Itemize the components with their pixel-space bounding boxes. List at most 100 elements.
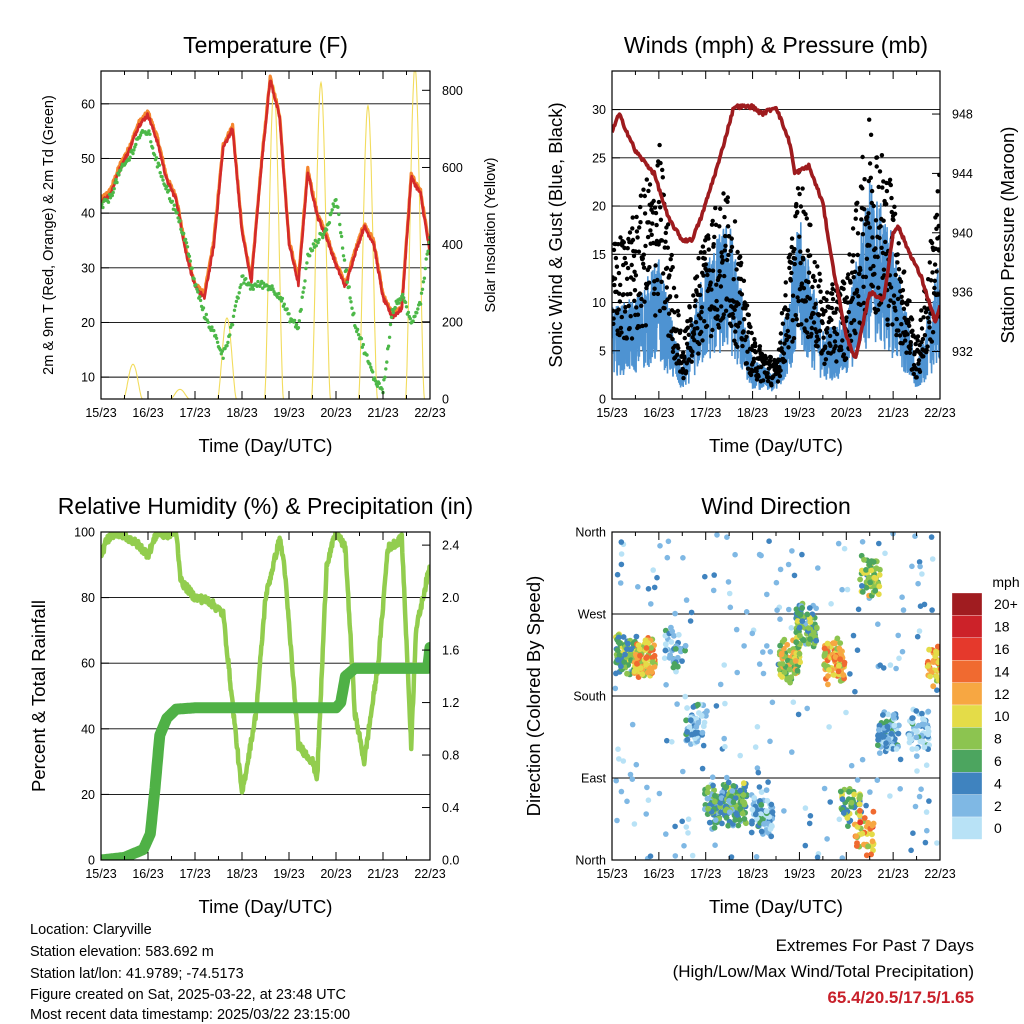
direction-point xyxy=(900,607,907,613)
gust-point xyxy=(692,338,697,343)
td2m-point xyxy=(154,156,159,160)
direction-point xyxy=(690,704,697,710)
legend-label: 18 xyxy=(994,619,1010,635)
direction-point xyxy=(712,798,718,805)
direction-point xyxy=(629,721,636,728)
gust-point xyxy=(871,263,876,269)
direction-point xyxy=(624,670,630,677)
gust-point xyxy=(631,253,637,259)
gust-point xyxy=(822,361,827,366)
direction-point xyxy=(786,606,792,613)
gust-point xyxy=(916,358,922,363)
chart-title: Relative Humidity (%) & Precipitation (i… xyxy=(58,493,473,519)
gust-point xyxy=(870,235,875,240)
gust-point xyxy=(712,234,717,240)
direction-point xyxy=(774,607,780,613)
td2m-point xyxy=(304,266,308,271)
gust-point xyxy=(613,255,619,261)
direction-point xyxy=(631,821,638,827)
direction-point xyxy=(687,618,694,624)
gust-point xyxy=(634,214,639,220)
legend-swatch xyxy=(951,637,983,661)
gust-point xyxy=(691,331,697,337)
gust-point xyxy=(847,252,852,257)
direction-point xyxy=(680,555,686,561)
td2m-point xyxy=(347,285,351,289)
gust-point xyxy=(892,211,898,216)
gust-point xyxy=(768,358,773,364)
direction-point xyxy=(805,625,812,631)
gust-point xyxy=(680,366,685,372)
direction-point xyxy=(835,668,842,675)
legend-label: 14 xyxy=(994,663,1010,679)
td2m-point xyxy=(256,279,260,284)
direction-point xyxy=(848,762,855,769)
chart-title: Temperature (F) xyxy=(183,32,348,58)
gust-point xyxy=(641,261,646,266)
gust-point xyxy=(888,182,893,188)
gust-point xyxy=(824,330,829,335)
gust-point xyxy=(653,263,658,268)
td2m-point xyxy=(239,283,243,287)
td2m-point xyxy=(228,333,232,337)
solar-day-curve xyxy=(217,317,237,399)
gust-point xyxy=(823,308,828,314)
direction-point xyxy=(802,805,809,811)
direction-point xyxy=(717,800,724,806)
direction-point xyxy=(799,551,805,558)
gust-point xyxy=(932,278,937,283)
direction-cluster xyxy=(748,787,776,840)
direction-point xyxy=(837,640,844,646)
gust-point xyxy=(778,340,783,345)
td2m-point xyxy=(411,319,415,323)
gust-point xyxy=(753,343,758,349)
gust-point xyxy=(655,277,660,283)
gust-point xyxy=(814,329,819,335)
direction-point xyxy=(656,790,663,797)
gust-point xyxy=(630,226,635,231)
x-tick-label: 16/23 xyxy=(132,867,163,881)
y-tick-label: 80 xyxy=(81,591,95,605)
direction-point xyxy=(737,752,743,759)
direction-point xyxy=(831,672,837,678)
direction-point xyxy=(821,645,828,652)
gust-point xyxy=(665,245,670,250)
direction-point xyxy=(748,829,755,836)
direction-point xyxy=(925,708,932,715)
gust-point xyxy=(858,267,863,273)
gust-point xyxy=(807,296,812,301)
gust-point xyxy=(840,338,845,343)
direction-point xyxy=(857,819,864,826)
direction-point xyxy=(925,728,932,735)
gust-point xyxy=(825,326,830,331)
gust-point xyxy=(682,355,687,361)
direction-point xyxy=(916,793,923,800)
gust-point xyxy=(681,375,686,381)
gust-point xyxy=(612,276,618,281)
direction-point xyxy=(919,738,926,745)
gust-point xyxy=(699,309,704,315)
gust-point xyxy=(930,330,936,335)
direction-point xyxy=(926,798,932,804)
gust-point xyxy=(623,305,628,310)
direction-point xyxy=(839,855,846,860)
td2m-point xyxy=(388,322,393,327)
gust-point xyxy=(638,204,643,210)
direction-point xyxy=(835,540,842,547)
gust-point xyxy=(914,375,919,380)
td2m-point xyxy=(175,211,179,215)
direction-cluster xyxy=(851,807,877,859)
y-tick-label: 0 xyxy=(88,854,95,868)
direction-point xyxy=(807,636,813,642)
direction-point xyxy=(861,815,868,821)
direction-point xyxy=(724,534,730,540)
gust-point xyxy=(705,272,710,278)
gust-point xyxy=(905,302,910,307)
gust-point xyxy=(775,379,781,384)
td2m-point xyxy=(285,307,289,311)
gust-point xyxy=(638,193,644,198)
gust-point xyxy=(641,265,647,270)
gust-point xyxy=(812,260,817,265)
gust-point xyxy=(907,298,912,304)
gust-point xyxy=(709,222,715,227)
